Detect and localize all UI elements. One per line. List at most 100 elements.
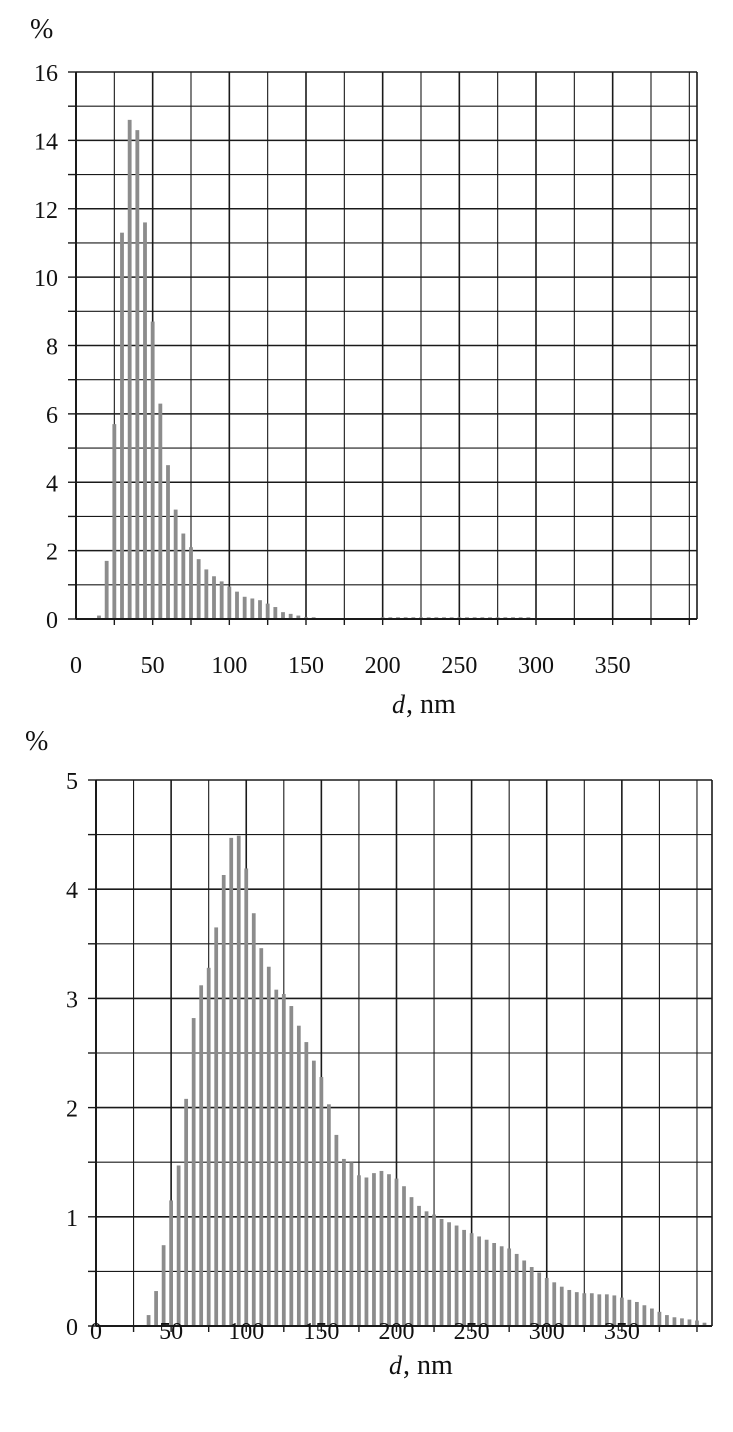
histogram-bar [242, 596, 247, 619]
histogram-bar [544, 1277, 549, 1326]
y-tick-label: 0 [66, 1315, 78, 1341]
histogram-bar [259, 948, 264, 1326]
histogram-bar [146, 1315, 151, 1326]
histogram-bar [559, 1286, 564, 1326]
histogram-bar [120, 232, 124, 619]
histogram-bar [212, 576, 216, 619]
histogram-bar [97, 615, 101, 619]
histogram-bar [227, 586, 232, 619]
histogram-bar [364, 1177, 369, 1326]
histogram-bar [514, 1253, 519, 1326]
particle-size-histogram-top: % d , nm 0 2 4 6 8 10 12 14 16 0 50 100 150 200 250 300… [30, 14, 698, 720]
histogram-bar [447, 1222, 451, 1326]
histogram-bar [173, 509, 178, 619]
histogram-bar [342, 1158, 346, 1326]
histogram-bar [357, 1175, 361, 1326]
histogram-bar [597, 1294, 602, 1326]
x-tick-label: 100 [228, 1319, 264, 1345]
histogram-bar [274, 989, 279, 1326]
histogram-bar [687, 1319, 692, 1326]
histogram-bar [454, 1225, 459, 1326]
histogram-bar [604, 1294, 609, 1326]
histogram-bar [522, 1260, 527, 1326]
x-tick-label: 0 [70, 653, 82, 679]
histogram-bar [657, 1311, 662, 1326]
histogram-bar [161, 1245, 166, 1326]
histogram-bar [582, 1293, 587, 1326]
x-axis-label-variable: d [392, 690, 406, 719]
histogram-bar [327, 1104, 331, 1326]
histogram-bar [127, 119, 132, 620]
y-tick-label: 3 [66, 987, 78, 1013]
histogram-bar [191, 1018, 196, 1326]
histogram-bar [189, 547, 193, 619]
histogram-bar [424, 1211, 429, 1326]
x-tick-label: 150 [303, 1319, 339, 1345]
histogram-bar [251, 913, 256, 1326]
histogram-bar [296, 615, 301, 619]
histogram-bar [176, 1165, 181, 1326]
y-axis-label: % [25, 726, 48, 757]
x-tick-label: 350 [595, 653, 631, 679]
y-tick-label: 12 [34, 198, 58, 224]
x-tick-label: 0 [90, 1319, 102, 1345]
y-tick-label: 8 [46, 335, 58, 361]
histogram-bar [273, 607, 278, 619]
histogram-bar [135, 130, 140, 619]
histogram-bar [311, 1060, 316, 1326]
x-tick-label: 100 [211, 653, 247, 679]
histogram-bar [349, 1162, 354, 1326]
histogram-bar [196, 559, 201, 619]
histogram-bar [334, 1134, 339, 1326]
x-tick-label: 50 [141, 653, 165, 679]
histogram-bar [680, 1318, 684, 1326]
histogram-bar [199, 985, 204, 1326]
histogram-bar [507, 1248, 512, 1326]
histogram-bar [104, 560, 109, 619]
histogram-bar [181, 533, 186, 619]
histogram-bar [143, 222, 147, 620]
histogram-bar [665, 1315, 669, 1326]
histogram-bar [612, 1295, 617, 1326]
y-tick-label: 1 [66, 1206, 78, 1232]
histogram-bar [702, 1322, 707, 1326]
x-tick-label: 50 [159, 1319, 183, 1345]
histogram-bar [619, 1297, 624, 1326]
histogram-bar [281, 994, 286, 1326]
histogram-bar [206, 967, 211, 1326]
histogram-bar [672, 1317, 677, 1326]
histogram-bar [265, 603, 270, 619]
y-axis-label: % [30, 14, 53, 45]
histogram-bar [589, 1293, 594, 1326]
histogram-bar [296, 1025, 301, 1326]
histogram-bar [477, 1236, 481, 1326]
histogram-bar [394, 1178, 399, 1326]
histogram-bar [695, 1320, 699, 1326]
histogram-bar [635, 1301, 639, 1326]
histogram-bar [499, 1246, 504, 1326]
histogram-bar [244, 868, 249, 1326]
histogram-bar [439, 1218, 444, 1326]
histogram-bar [235, 591, 239, 619]
histogram-bar [281, 612, 285, 619]
x-tick-label: 200 [365, 653, 401, 679]
y-tick-label: 10 [34, 266, 58, 292]
histogram-bar [372, 1173, 376, 1326]
histogram-bar [529, 1267, 534, 1326]
x-tick-label: 250 [454, 1319, 490, 1345]
x-tick-label: 250 [441, 653, 477, 679]
histogram-bar [402, 1186, 406, 1326]
histogram-bar [304, 1042, 309, 1326]
x-axis-label-unit: , nm [406, 689, 456, 720]
x-tick-label: 300 [529, 1319, 565, 1345]
histogram-bar [166, 465, 170, 619]
y-tick-label: 0 [46, 608, 58, 634]
histogram-bar [379, 1170, 384, 1326]
x-tick-label: 150 [288, 653, 324, 679]
histogram-bar [204, 569, 209, 619]
histogram-bar [289, 1006, 294, 1326]
histogram-bar [258, 600, 262, 619]
histogram-bar [250, 598, 255, 619]
histogram-bar [288, 613, 293, 619]
y-tick-label: 16 [34, 61, 58, 87]
